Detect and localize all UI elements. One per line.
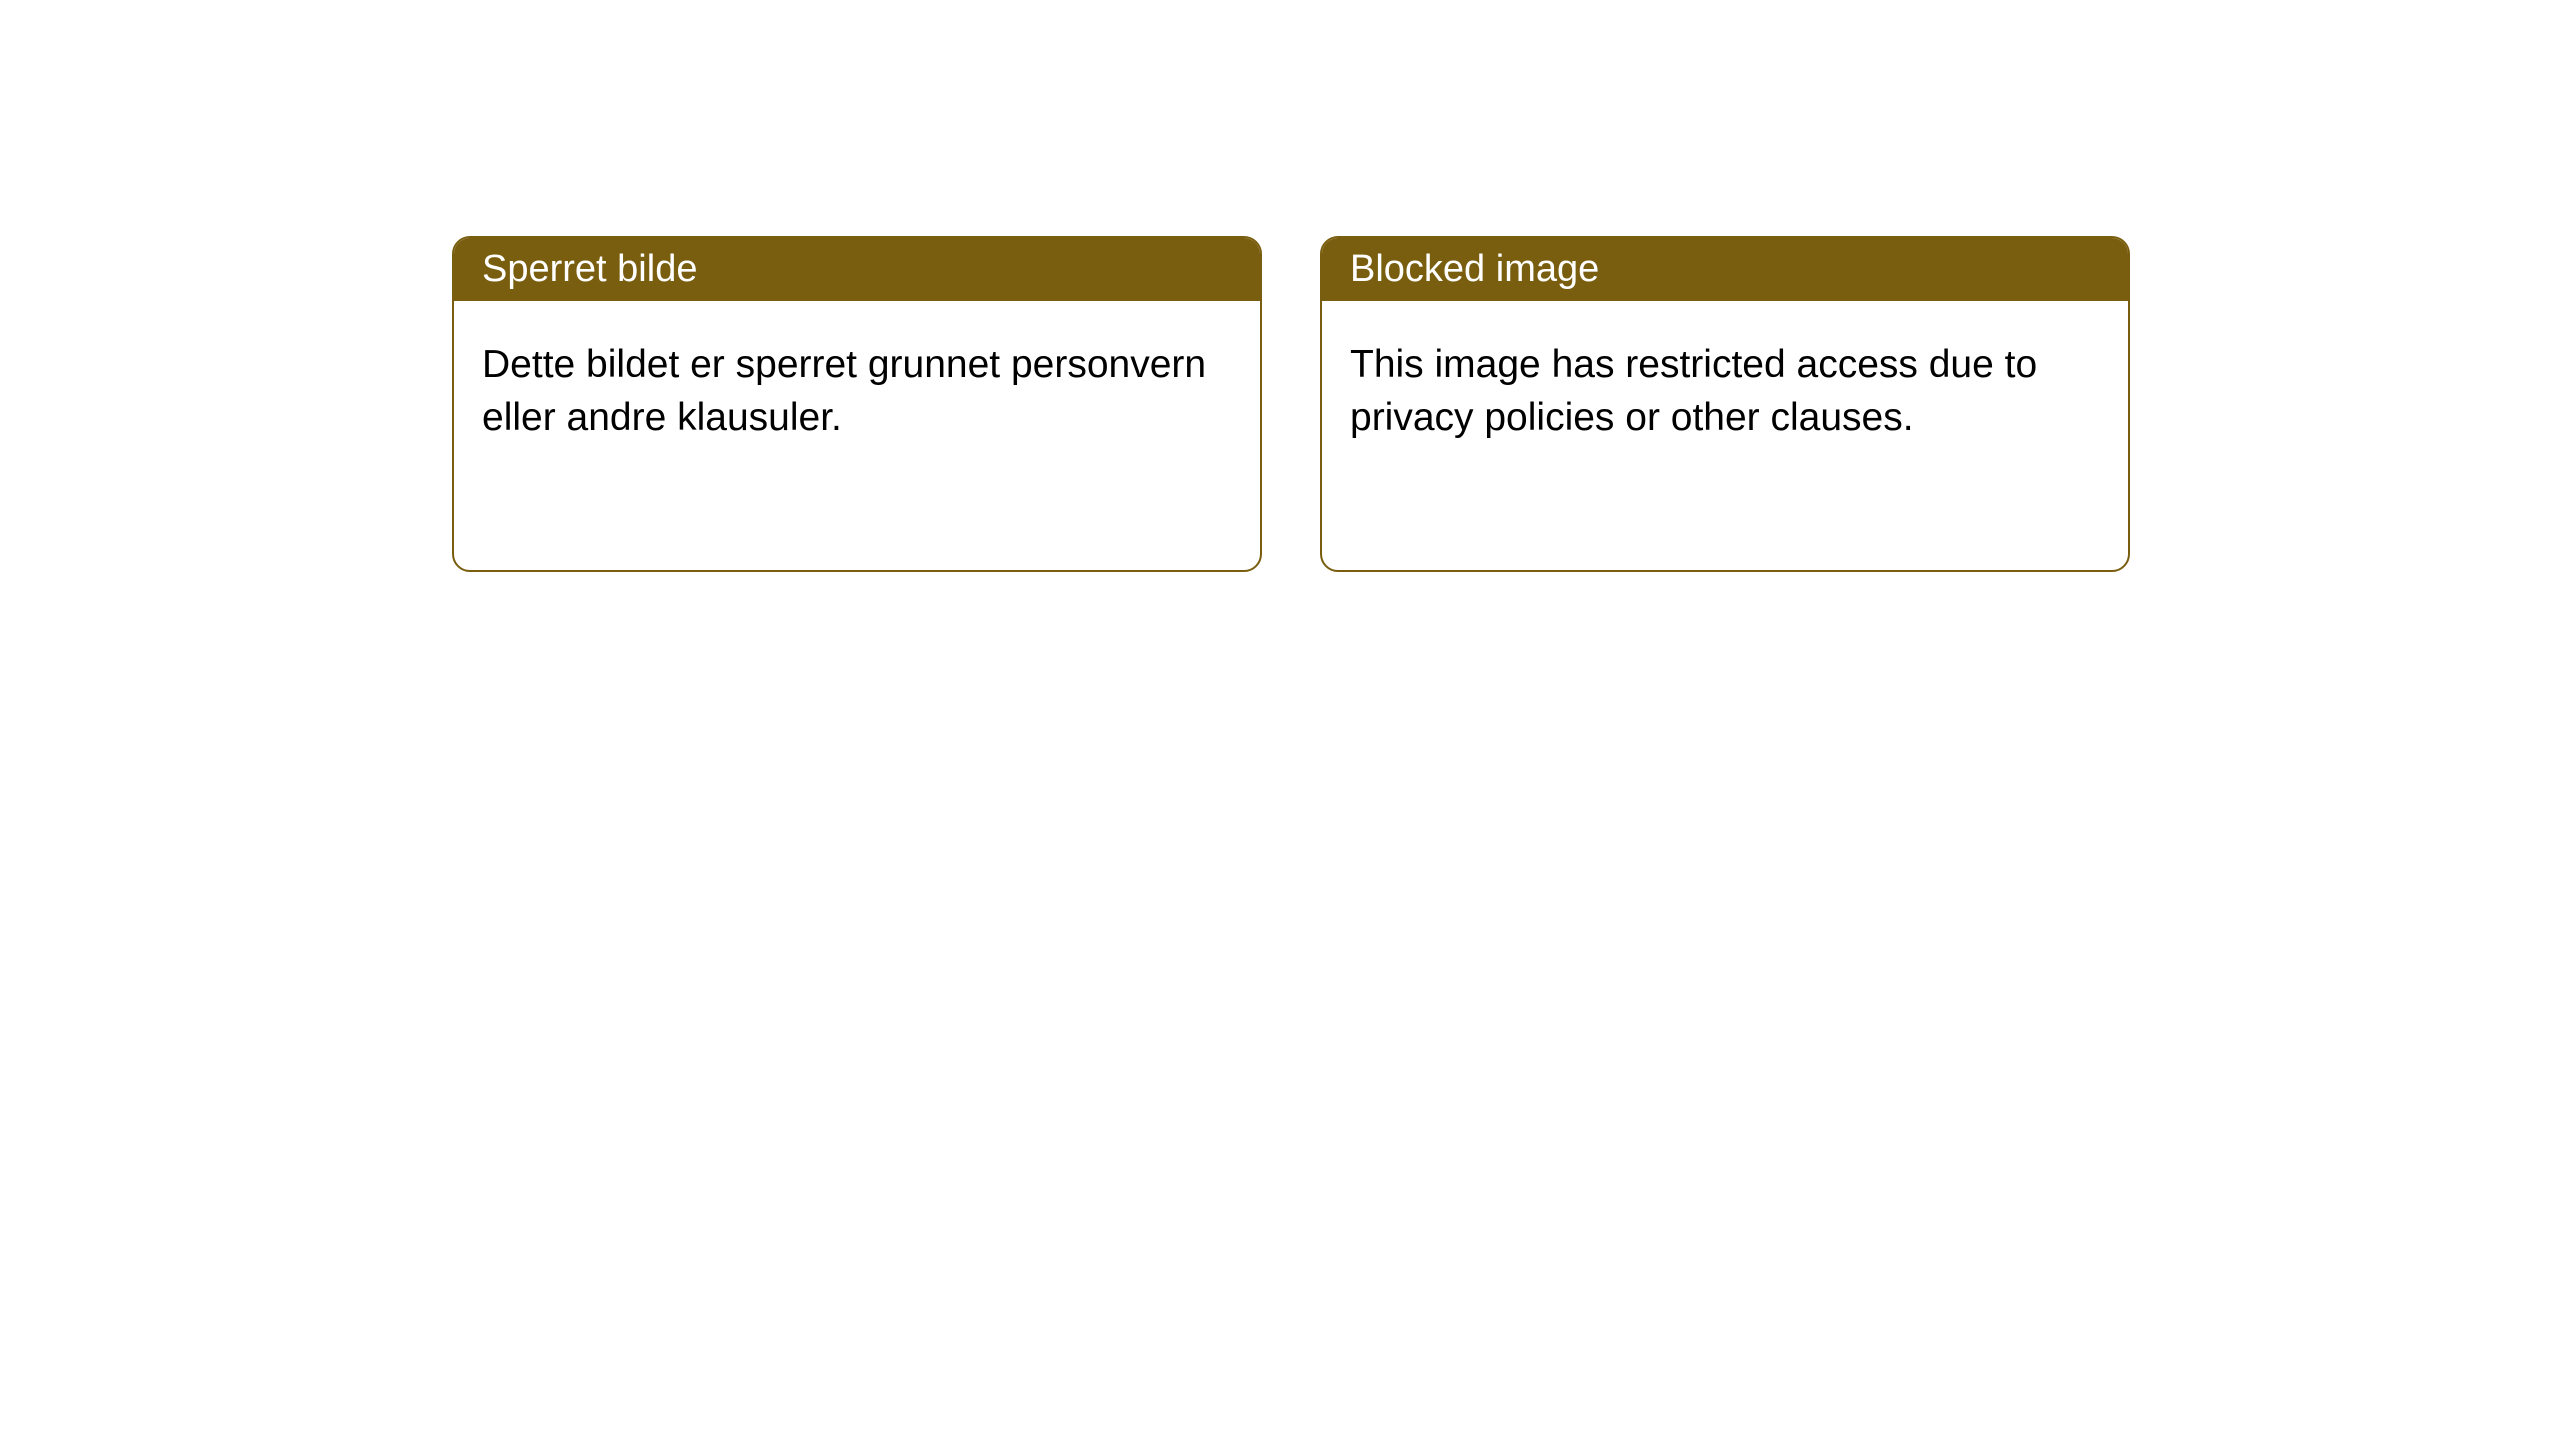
card-header: Sperret bilde (454, 238, 1260, 301)
card-body: Dette bildet er sperret grunnet personve… (454, 301, 1260, 482)
restricted-notice-container: Sperret bilde Dette bildet er sperret gr… (0, 0, 2560, 572)
restricted-card-norwegian: Sperret bilde Dette bildet er sperret gr… (452, 236, 1262, 572)
card-title: Sperret bilde (482, 248, 697, 290)
card-header: Blocked image (1322, 238, 2128, 301)
card-body-text: Dette bildet er sperret grunnet personve… (482, 343, 1206, 439)
card-body: This image has restricted access due to … (1322, 301, 2128, 482)
card-title: Blocked image (1350, 248, 1599, 290)
card-body-text: This image has restricted access due to … (1350, 343, 2037, 439)
restricted-card-english: Blocked image This image has restricted … (1320, 236, 2130, 572)
